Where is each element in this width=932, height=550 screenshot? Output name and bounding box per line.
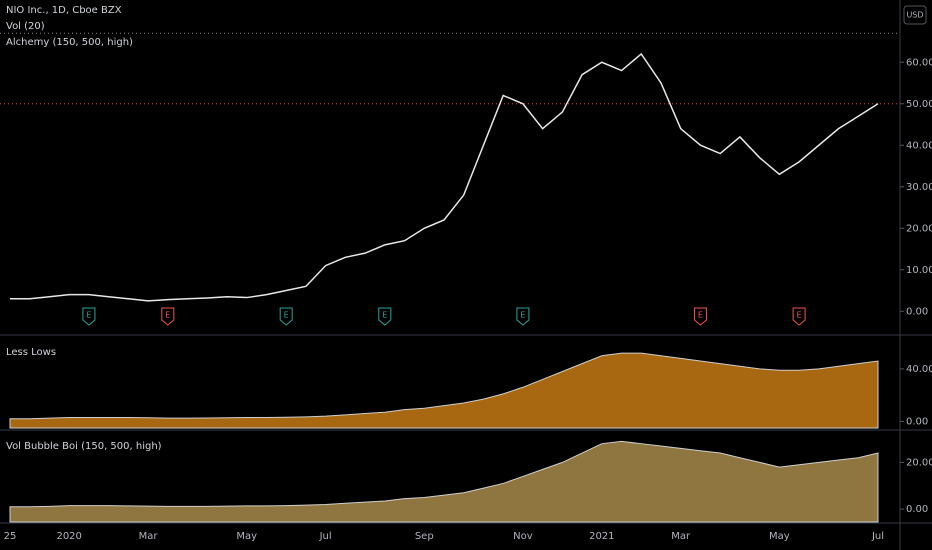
x-tick-label: Sep	[415, 531, 434, 542]
y-tick-label: 60.00	[906, 57, 932, 68]
event-label: E	[698, 311, 703, 320]
event-marker	[82, 307, 96, 326]
event-label: E	[520, 311, 525, 320]
event-marker	[792, 307, 806, 326]
event-label: E	[382, 311, 387, 320]
event-label: E	[165, 311, 170, 320]
y-tick-label: 50.00	[906, 99, 932, 110]
x-tick-label: 2020	[56, 531, 81, 542]
event-marker	[693, 307, 707, 326]
event-marker	[516, 307, 530, 326]
event-label: E	[86, 311, 91, 320]
x-tick-label: 25	[4, 531, 17, 542]
currency: USD	[906, 11, 923, 20]
y-tick-label: 0.00	[906, 504, 928, 515]
y-tick-label: 20.00	[906, 223, 932, 234]
x-tick-label: May	[236, 531, 257, 542]
event-marker	[279, 307, 293, 326]
y-tick-label: 40.00	[906, 140, 932, 151]
x-tick-label: May	[769, 531, 790, 542]
event-label: E	[797, 311, 802, 320]
event-label: E	[284, 311, 289, 320]
event-marker	[378, 307, 392, 326]
y-tick-label: 40.00	[906, 364, 932, 375]
x-tick-label: Mar	[139, 531, 159, 542]
price-line	[10, 52, 879, 302]
pane-title: Vol Bubble Boi (150, 500, high)	[6, 441, 162, 452]
y-tick-label: 30.00	[906, 182, 932, 193]
area	[9, 352, 879, 429]
area	[9, 440, 879, 523]
pane-title: Less Lows	[6, 347, 56, 358]
y-tick-label: 0.00	[906, 306, 928, 317]
x-tick-label: 2021	[589, 531, 614, 542]
y-tick-label: 10.00	[906, 265, 932, 276]
y-tick-label: 0.00	[906, 416, 928, 427]
indicator-label: Vol (20)	[6, 21, 45, 32]
chart-title: NIO Inc., 1D, Cboe BZX	[6, 5, 122, 16]
x-tick-label: Mar	[671, 531, 691, 542]
x-tick-label: Jul	[871, 531, 884, 542]
y-tick-label: 20.00	[906, 457, 932, 468]
indicator-label: Alchemy (150, 500, high)	[6, 37, 133, 48]
currency-box[interactable]	[903, 5, 927, 25]
x-tick-label: Jul	[319, 531, 332, 542]
x-tick-label: Nov	[513, 531, 533, 542]
event-marker	[161, 307, 175, 326]
